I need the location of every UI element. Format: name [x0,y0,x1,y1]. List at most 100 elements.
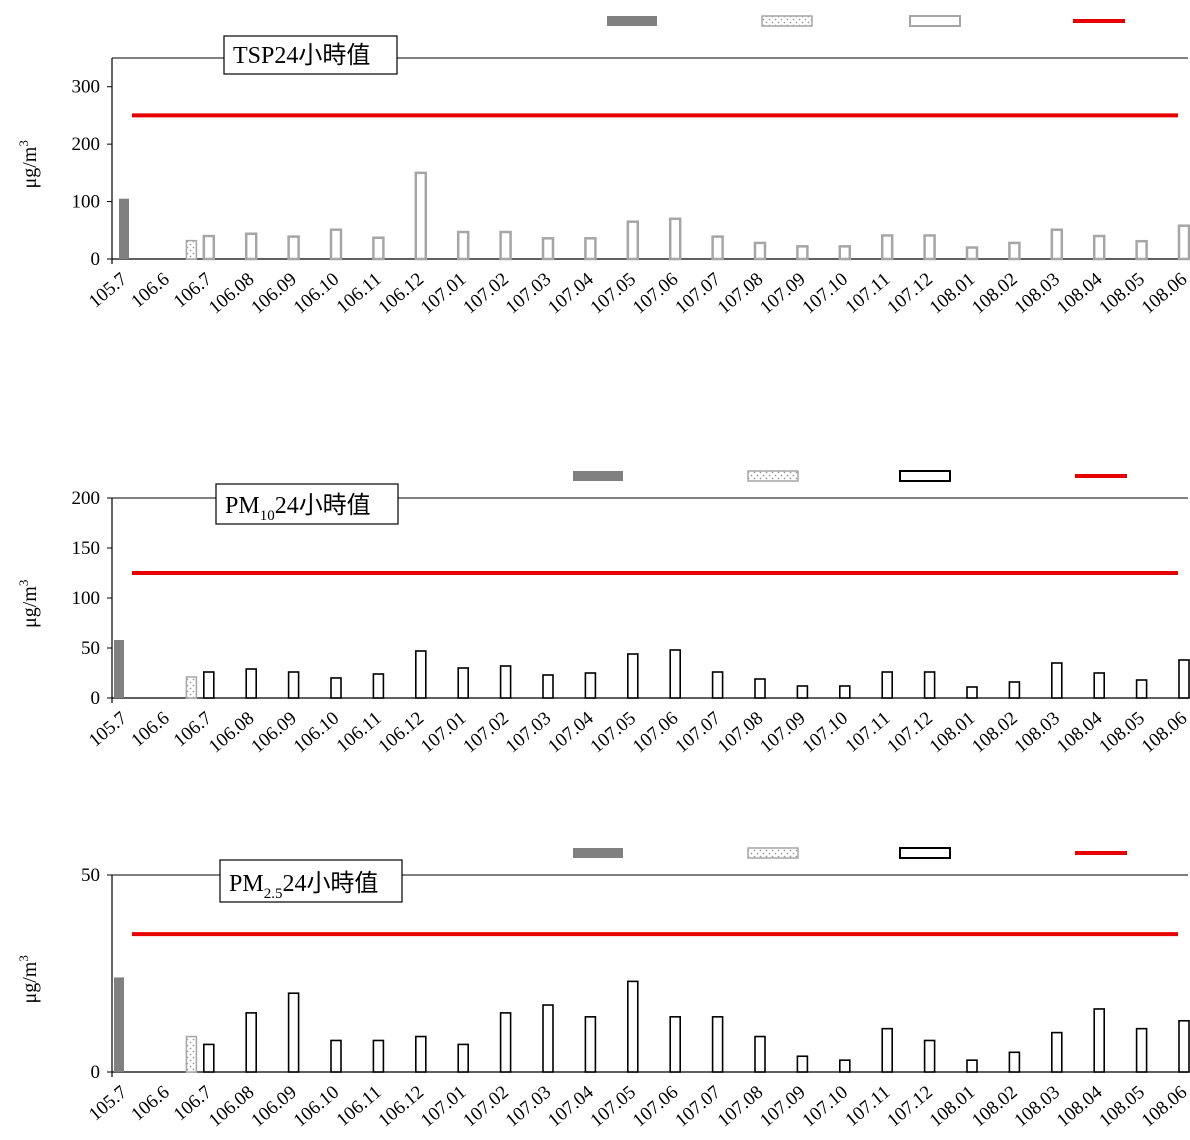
x-tick-label: 107.07 [671,708,725,758]
bar-con-107.04 [584,1016,597,1073]
bar-con-107.10 [838,1059,851,1073]
x-tick-label: 106.6 [127,708,173,752]
x-tick-label: 108.03 [1010,269,1064,319]
legend-item-env [573,471,623,481]
bar-con-108.05 [1135,679,1148,699]
chart-title: TSP24小時值 [233,42,370,69]
y-tick-label: 50 [81,865,100,886]
bar-con-107.02 [499,1012,512,1073]
x-tick-label: 107.12 [883,1082,937,1132]
bar-con-108.01 [965,246,979,261]
chart-title: PM2.524小時值 [229,870,378,902]
bar-con-107.11 [881,1027,894,1073]
y-tick-label: 100 [72,588,101,609]
legend-swatch-con [899,847,951,859]
legend-swatch-con [899,470,951,482]
bar-env-105.7 [119,198,129,259]
x-tick-label: 107.06 [629,269,683,319]
x-tick-label: 107.09 [756,269,810,319]
bar-con-107.04 [584,237,597,261]
bar-con-106.08 [245,1012,257,1073]
x-tick-label: 106.08 [205,1082,259,1132]
y-axis-label: μg/m3 [16,580,41,628]
legend-swatch-env [573,471,623,481]
x-tick-label: 106.10 [290,1082,344,1132]
x-tick-label: 107.03 [502,1082,556,1132]
bar-con-106.12 [414,1035,427,1073]
y-axis-label: μg/m3 [16,140,41,188]
bar-con-107.02 [499,230,512,261]
x-tick-label: 107.03 [502,269,556,319]
legend-swatch-pre [747,847,799,859]
x-tick-label: 106.09 [247,1082,301,1132]
bar-con-107.06 [668,217,682,261]
bar-con-107.06 [669,649,682,699]
x-tick-label: 108.01 [926,269,980,319]
x-tick-label: 108.04 [1053,268,1107,318]
x-tick-label: 107.07 [671,269,725,319]
bar-env-105.7 [114,640,124,698]
bar-con-108.04 [1093,672,1105,699]
bar-con-108.04 [1092,234,1106,261]
bar-con-106.12 [414,650,427,699]
x-tick-label: 107.04 [544,268,598,318]
bar-con-107.10 [838,685,851,699]
x-tick-label: 107.09 [756,1082,810,1132]
x-tick-label: 107.05 [586,269,640,319]
bar-con-108.02 [1008,241,1021,261]
x-tick-label: 107.07 [671,1082,725,1132]
x-tick-label: 106.09 [247,269,301,319]
x-tick-label: 106.6 [127,1082,173,1126]
y-tick-label: 100 [72,192,101,213]
bar-con-107.08 [753,241,767,261]
legend [573,847,1127,859]
bar-con-107.05 [626,980,639,1073]
x-tick-label: 108.02 [968,1082,1022,1132]
bar-con-107.09 [796,1055,809,1073]
chart-panel-2: μg/m3050100150200105.7106.6106.7106.0810… [16,470,1190,758]
bar-con-107.08 [754,678,766,699]
bar-con-106.11 [372,236,385,261]
x-tick-label: 107.12 [883,269,937,319]
x-tick-label: 107.09 [756,708,810,758]
x-tick-label: 106.12 [374,1082,428,1132]
legend-item-env [573,848,623,858]
bar-con-108.06 [1178,1019,1190,1073]
x-tick-label: 107.03 [502,708,556,758]
bar-con-108.06 [1178,659,1190,699]
bar-con-106.09 [287,671,300,699]
legend-item-pre [747,470,799,482]
y-tick-label: 0 [91,688,101,709]
x-tick-label: 107.08 [714,708,768,758]
y-axis-label: μg/m3 [16,955,41,1003]
bar-con-106.7 [202,234,216,261]
legend-item-con [899,470,951,482]
x-tick-label: 105.7 [85,708,131,752]
legend-item-con [909,15,961,27]
bar-con-106.11 [372,673,385,699]
x-tick-label: 107.10 [798,1082,852,1132]
x-tick-label: 108.01 [926,708,980,758]
legend-swatch-con [909,15,961,27]
x-tick-label: 108.05 [1095,708,1149,758]
bar-con-108.03 [1051,1031,1063,1073]
x-tick-label: 107.08 [714,1082,768,1132]
bar-con-106.10 [330,677,342,699]
bar-con-106.08 [244,232,258,261]
x-tick-label: 107.02 [459,708,513,758]
x-tick-label: 108.03 [1010,708,1064,758]
bar-con-106.11 [372,1039,385,1073]
bar-con-107.09 [796,245,809,261]
x-tick-label: 108.04 [1053,1081,1107,1131]
bar-con-107.12 [923,671,936,699]
bar-con-108.05 [1135,1027,1148,1073]
bar-con-107.02 [499,665,512,699]
bar-con-108.03 [1050,228,1064,261]
bar-con-108.04 [1093,1008,1105,1073]
bar-con-107.12 [923,1039,936,1073]
chart-panel-3: μg/m3050105.7106.6106.7106.08106.09106.1… [16,847,1190,1132]
y-tick-label: 150 [72,538,101,559]
x-tick-label: 107.11 [841,708,894,757]
bar-pre-106.6 [185,1035,198,1073]
x-tick-label: 108.05 [1095,1082,1149,1132]
